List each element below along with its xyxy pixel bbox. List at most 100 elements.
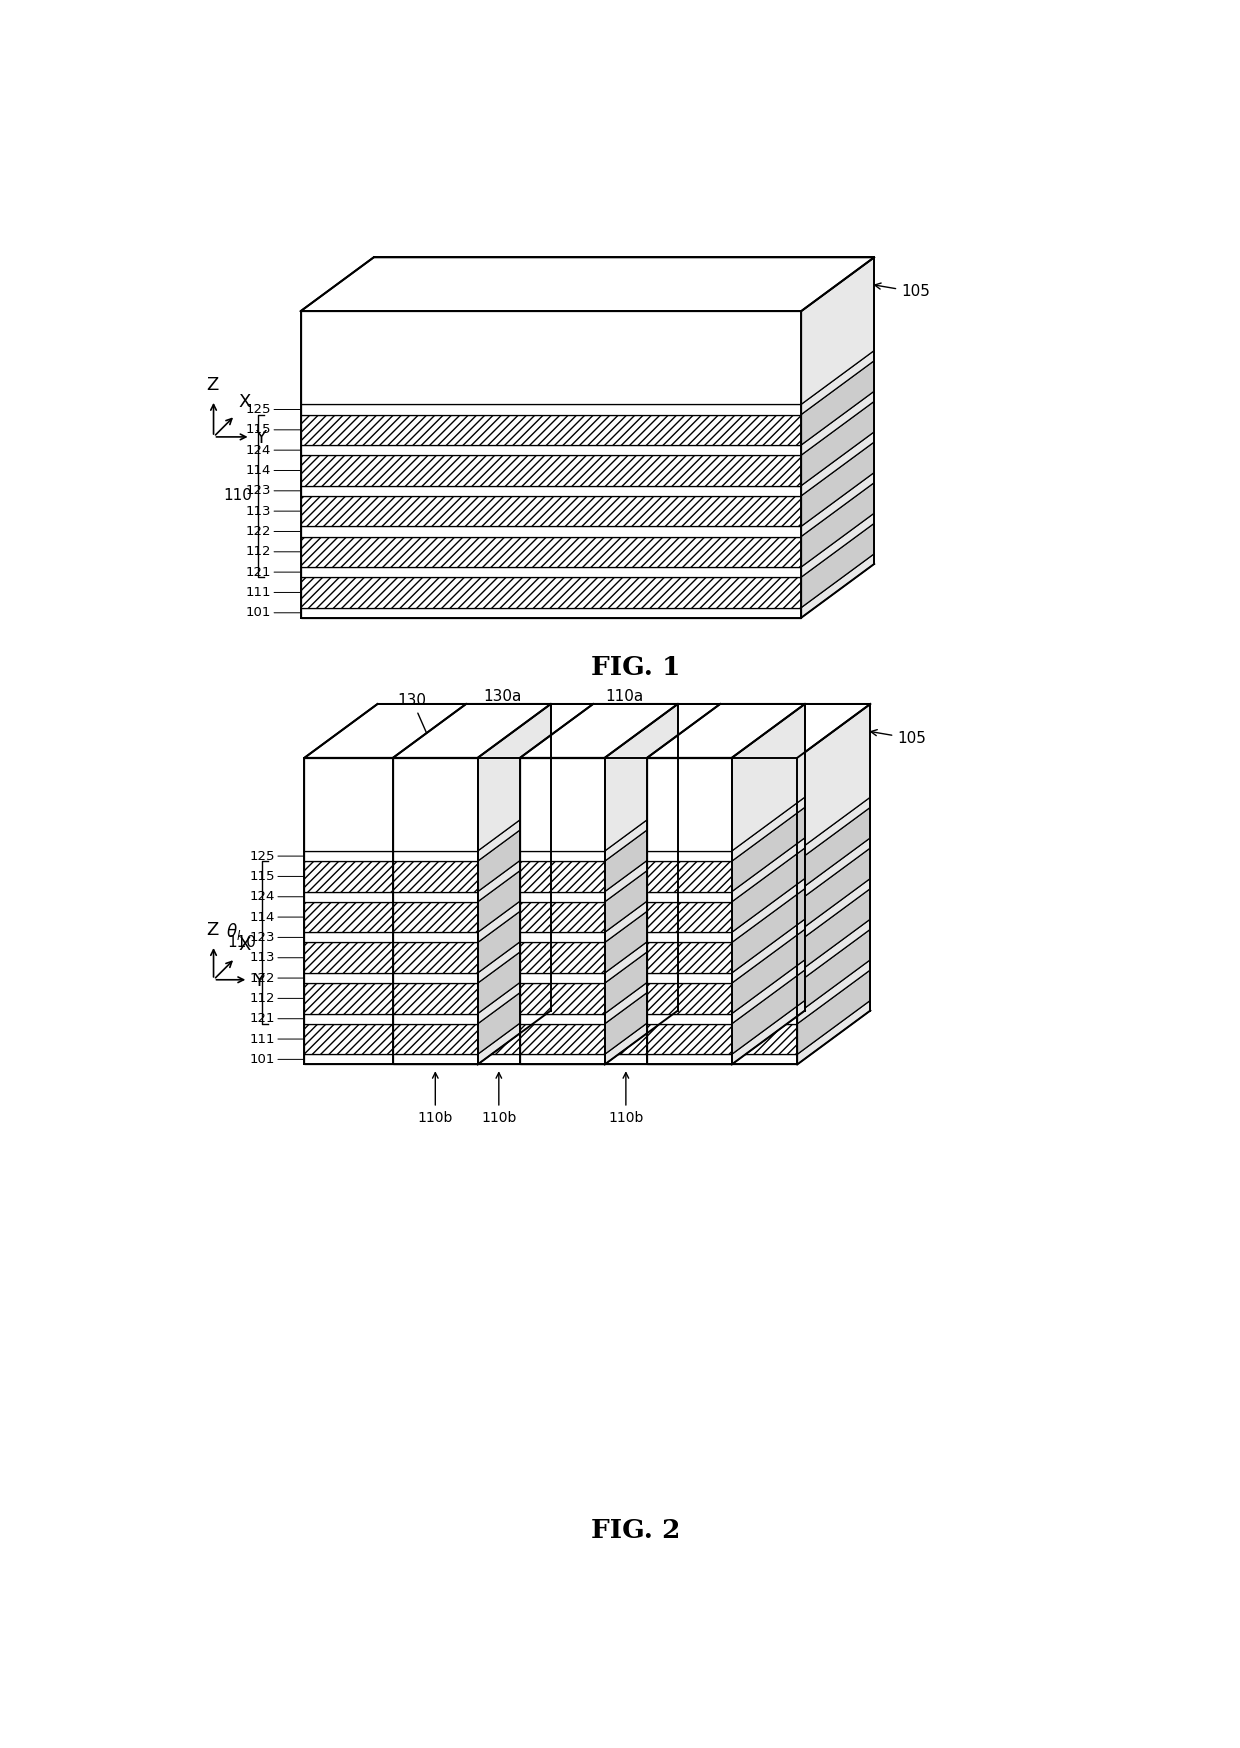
Polygon shape — [801, 523, 874, 608]
Polygon shape — [477, 848, 551, 932]
Polygon shape — [647, 902, 732, 932]
Text: 122: 122 — [249, 972, 304, 984]
Text: 114: 114 — [246, 463, 300, 477]
Polygon shape — [520, 759, 605, 851]
Text: 110a: 110a — [587, 689, 644, 746]
Polygon shape — [732, 837, 805, 902]
Text: 112: 112 — [246, 545, 300, 558]
Polygon shape — [477, 930, 551, 1014]
Text: 111: 111 — [249, 1033, 304, 1045]
Polygon shape — [605, 888, 678, 974]
Text: 101: 101 — [246, 607, 300, 619]
Polygon shape — [477, 970, 551, 1054]
Text: X: X — [238, 935, 250, 954]
Polygon shape — [801, 432, 874, 496]
Polygon shape — [605, 704, 678, 851]
Polygon shape — [605, 1000, 678, 1065]
Polygon shape — [732, 919, 805, 982]
Text: 125: 125 — [249, 850, 304, 862]
Text: 123: 123 — [249, 932, 304, 944]
Polygon shape — [520, 974, 605, 982]
Polygon shape — [732, 879, 805, 942]
Text: Z: Z — [206, 921, 218, 939]
Polygon shape — [647, 942, 732, 974]
Text: 110b: 110b — [418, 1073, 453, 1124]
Polygon shape — [801, 351, 874, 414]
Polygon shape — [797, 1000, 870, 1065]
Polygon shape — [304, 1024, 797, 1054]
Text: 113: 113 — [246, 505, 300, 517]
Text: 121: 121 — [246, 566, 300, 579]
Polygon shape — [477, 1000, 551, 1065]
Text: 105: 105 — [870, 729, 926, 746]
Polygon shape — [605, 960, 678, 1024]
Polygon shape — [797, 879, 870, 942]
Polygon shape — [605, 919, 678, 982]
Polygon shape — [797, 848, 870, 932]
Polygon shape — [647, 759, 732, 851]
Polygon shape — [732, 970, 805, 1054]
Polygon shape — [605, 970, 678, 1054]
Polygon shape — [393, 759, 477, 851]
Polygon shape — [477, 888, 551, 974]
Polygon shape — [393, 1014, 477, 1024]
Polygon shape — [801, 442, 874, 526]
Polygon shape — [304, 982, 797, 1014]
Polygon shape — [477, 797, 551, 862]
Polygon shape — [647, 1014, 732, 1024]
Polygon shape — [647, 982, 732, 1014]
Polygon shape — [393, 902, 477, 932]
Polygon shape — [797, 960, 870, 1024]
Polygon shape — [797, 704, 870, 851]
Polygon shape — [393, 891, 477, 902]
Polygon shape — [520, 932, 605, 942]
Text: 124: 124 — [246, 444, 300, 456]
Polygon shape — [801, 554, 874, 617]
Text: 114: 114 — [249, 911, 304, 923]
Polygon shape — [393, 1024, 477, 1054]
Polygon shape — [605, 797, 678, 862]
Polygon shape — [393, 862, 477, 891]
Polygon shape — [732, 808, 805, 891]
Polygon shape — [797, 919, 870, 982]
Polygon shape — [797, 808, 870, 891]
Polygon shape — [477, 919, 551, 982]
Polygon shape — [520, 902, 605, 932]
Text: 110b: 110b — [608, 1073, 644, 1124]
Text: 105: 105 — [874, 283, 930, 299]
Polygon shape — [647, 1054, 732, 1065]
Polygon shape — [300, 566, 801, 577]
Polygon shape — [801, 392, 874, 454]
Text: Z: Z — [206, 376, 218, 393]
Text: 115: 115 — [246, 423, 300, 437]
Polygon shape — [304, 942, 797, 974]
Text: 111: 111 — [246, 586, 300, 600]
Polygon shape — [304, 759, 797, 851]
Text: 113: 113 — [249, 951, 304, 965]
Text: $\theta_l$: $\theta_l$ — [226, 921, 242, 942]
Polygon shape — [605, 930, 678, 1014]
Polygon shape — [732, 797, 805, 862]
Polygon shape — [300, 608, 801, 617]
Polygon shape — [520, 982, 605, 1014]
Polygon shape — [477, 704, 551, 851]
Text: 123: 123 — [246, 484, 300, 498]
Polygon shape — [477, 960, 551, 1024]
Polygon shape — [732, 888, 805, 974]
Polygon shape — [304, 1054, 797, 1065]
Polygon shape — [647, 862, 732, 891]
Polygon shape — [477, 879, 551, 942]
Polygon shape — [304, 902, 797, 932]
Polygon shape — [605, 808, 678, 891]
Text: FIG. 2: FIG. 2 — [590, 1517, 681, 1543]
Text: 112: 112 — [249, 991, 304, 1005]
Polygon shape — [393, 1054, 477, 1065]
Polygon shape — [520, 1054, 605, 1065]
Polygon shape — [300, 257, 874, 311]
Polygon shape — [801, 360, 874, 446]
Polygon shape — [647, 1024, 732, 1054]
Polygon shape — [304, 932, 797, 942]
Polygon shape — [300, 446, 801, 454]
Text: 124: 124 — [249, 890, 304, 904]
Text: 122: 122 — [246, 524, 300, 538]
